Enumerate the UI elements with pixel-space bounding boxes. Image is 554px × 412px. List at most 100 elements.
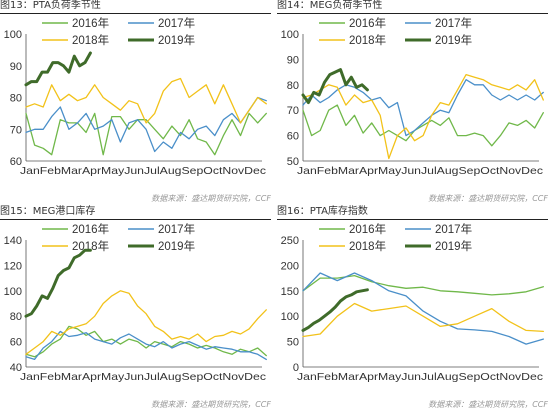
x-tick-label: Nov — [222, 165, 245, 177]
legend-label: 2018年 — [349, 239, 386, 253]
panel-meg-load: 图14：MEG负荷季节性 50 60 70 80 90 100 Jan Feb Mar Apr Ma… — [277, 0, 554, 206]
legend-label: 2018年 — [349, 33, 386, 47]
title-underline — [277, 13, 548, 14]
x-tick-label: Sep — [181, 371, 203, 383]
y-tick-label: 80 — [10, 93, 22, 105]
y-tick-label: 90 — [10, 61, 22, 73]
y-tick-label: 200 — [281, 260, 299, 272]
x-tick-label: May — [378, 165, 402, 177]
x-tick-label: Feb — [317, 371, 338, 383]
series-line — [24, 51, 92, 87]
y-tick-label: 100 — [281, 29, 299, 41]
x-tick-label: Mar — [61, 165, 83, 177]
x-tick-label: Dec — [521, 371, 543, 383]
source-note: 数据来源：盛达期货研究院，CCF — [428, 194, 548, 203]
y-tick-label: 90 — [287, 54, 299, 66]
title-underline — [0, 13, 271, 14]
series-line — [302, 104, 544, 147]
x-tick-label: Jan — [297, 165, 317, 177]
series-line — [25, 96, 267, 153]
title-underline — [0, 219, 271, 220]
x-tick-label: Jun — [401, 165, 421, 177]
x-tick-label: Apr — [82, 371, 102, 383]
series-line — [25, 325, 267, 358]
chart-svg: 60 70 80 90 100 Jan Feb Mar Apr May Jun Jul Aug Sep Oc… — [4, 16, 267, 177]
x-tick-label: Aug — [160, 371, 182, 383]
x-tick-label: Jul — [144, 165, 160, 177]
series-line — [302, 274, 544, 296]
y-tick-label: 0 — [293, 362, 299, 374]
y-tick-label: 40 — [10, 362, 22, 374]
legend-label: 2019年 — [158, 33, 195, 47]
panel-pta-stock-index: 图16：PTA库存指数 0 50 100 150 200 250 Jan Feb Mar Apr M… — [277, 206, 554, 412]
x-tick-label: Dec — [244, 371, 266, 383]
legend-label: 2017年 — [158, 16, 195, 30]
series-line — [301, 68, 369, 105]
source-note: 数据来源：盛达期货研究院，CCF — [428, 400, 548, 409]
x-tick-label: Jun — [401, 371, 421, 383]
chart-svg: 50 60 70 80 90 100 Jan Feb Mar Apr May Jun Jul Aug Sep… — [281, 16, 544, 177]
y-tick-label: 70 — [287, 105, 299, 117]
chart-title: 图16：PTA库存指数 — [277, 206, 368, 217]
series-line — [25, 290, 267, 355]
source-note: 数据来源：盛达期货研究院，CCF — [151, 400, 271, 409]
y-tick-label: 60 — [10, 337, 22, 349]
x-tick-label: Oct — [480, 371, 499, 383]
y-tick-label: 100 — [4, 29, 22, 41]
series-line — [25, 112, 267, 156]
x-tick-label: Dec — [521, 165, 543, 177]
x-tick-labels: Jan Feb Mar Apr May Jun Jul Aug Sep Oct Nov Dec — [20, 371, 266, 383]
x-tick-label: Oct — [203, 165, 222, 177]
x-tick-label: Jan — [297, 371, 317, 383]
y-tick-label: 50 — [287, 156, 299, 168]
x-tick-labels: Jan Feb Mar Apr May Jun Jul Aug Sep Oct Nov Dec — [20, 165, 266, 177]
panel-pta-load: 图13：PTA负荷季节性 60 70 80 90 100 Jan Feb Mar Apr May J… — [0, 0, 277, 206]
y-tick-label: 250 — [281, 235, 299, 247]
x-tick-label: May — [378, 371, 402, 383]
y-tick-label: 60 — [287, 131, 299, 143]
x-tick-labels: Jan Feb Mar Apr May Jun Jul Aug Sep Oct Nov Dec — [297, 371, 543, 383]
x-tick-label: Jan — [20, 165, 40, 177]
x-tick-label: Mar — [338, 165, 360, 177]
series-line — [24, 248, 92, 318]
chart-svg: 0 50 100 150 200 250 Jan Feb Mar Apr May Jun Jul Aug S… — [281, 222, 544, 383]
source-note: 数据来源：盛达期货研究院，CCF — [151, 194, 271, 203]
y-tick-label: 60 — [10, 156, 22, 168]
x-tick-label: Apr — [359, 165, 379, 177]
legend-label: 2017年 — [435, 222, 472, 236]
legend-label: 2019年 — [435, 239, 472, 253]
y-tick-label: 120 — [4, 260, 22, 272]
legend-label: 2016年 — [349, 16, 386, 30]
chart-title: 图14：MEG负荷季节性 — [277, 0, 383, 11]
x-tick-label: Feb — [40, 371, 61, 383]
chart-title: 图15：MEG港口库存 — [0, 206, 96, 217]
y-tick-label: 140 — [4, 235, 22, 247]
x-tick-label: Aug — [437, 165, 459, 177]
x-tick-label: Jul — [421, 371, 437, 383]
x-tick-label: Nov — [222, 371, 245, 383]
x-tick-label: Jul — [421, 165, 437, 177]
legend-label: 2017年 — [435, 16, 472, 30]
x-tick-label: Jun — [124, 165, 144, 177]
title-underline — [277, 219, 548, 220]
series-line — [301, 288, 369, 332]
y-tick-label: 80 — [10, 311, 22, 323]
x-tick-label: Aug — [160, 165, 182, 177]
x-tick-label: Oct — [203, 371, 222, 383]
x-tick-label: Apr — [82, 165, 102, 177]
legend-label: 2018年 — [72, 239, 109, 253]
legend-label: 2017年 — [158, 222, 195, 236]
y-tick-label: 100 — [281, 311, 299, 323]
legend-label: 2016年 — [72, 16, 109, 30]
x-tick-label: Nov — [499, 165, 522, 177]
x-tick-label: Apr — [359, 371, 379, 383]
legend-label: 2018年 — [72, 33, 109, 47]
series-line — [302, 73, 544, 160]
y-tick-label: 70 — [10, 124, 22, 136]
legend-label: 2019年 — [435, 33, 472, 47]
x-tick-label: Jan — [20, 371, 40, 383]
x-tick-label: Sep — [458, 165, 480, 177]
x-tick-label: Dec — [244, 165, 266, 177]
panel-meg-port-stock: 图15：MEG港口库存 40 60 80 100 120 140 Jan Feb Mar Apr M… — [0, 206, 277, 412]
series-line — [302, 79, 544, 137]
